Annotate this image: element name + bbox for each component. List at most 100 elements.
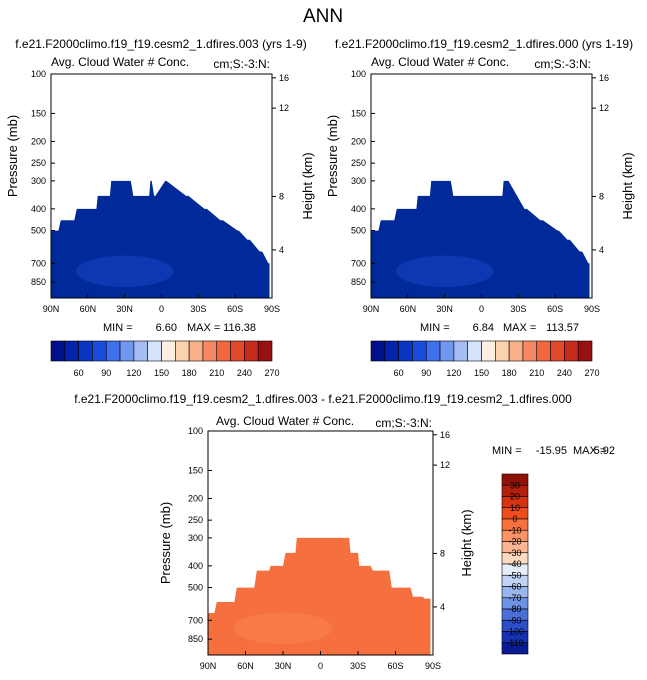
colorbar-label: 120 — [446, 368, 461, 378]
height-tick-label: 16 — [279, 73, 289, 83]
colorbar-label: -110 — [506, 638, 523, 648]
panel-title: f.e21.F2000climo.f19_f19.cesm2_1.dfires.… — [74, 392, 572, 406]
colorbar-label: 60 — [394, 368, 404, 378]
y-tick-label: 200 — [31, 136, 46, 146]
colorbar-label: 90 — [421, 368, 431, 378]
colorbar-label: 150 — [474, 368, 489, 378]
colorbar-label: 210 — [209, 368, 224, 378]
y-tick-label: 700 — [351, 258, 366, 268]
y-tick-label: 850 — [31, 277, 46, 287]
colorbar-label: -100 — [506, 627, 524, 637]
stat-max-value: 5.92 — [594, 445, 615, 457]
colorbar-swatch — [398, 340, 413, 362]
y-tick-label: 400 — [351, 204, 366, 214]
x-tick-label: 60N — [80, 304, 97, 314]
colorbar-swatch — [230, 340, 245, 362]
height-tick-label: 4 — [279, 245, 284, 255]
colorbar-swatch — [501, 642, 529, 655]
stat-min-value: -15.95 — [536, 445, 567, 457]
x-tick-label: 30S — [510, 304, 526, 314]
colorbar-swatch — [412, 340, 427, 362]
colorbar-swatch — [453, 340, 468, 362]
colorbar-swatch — [495, 340, 510, 362]
y-tick-label: 250 — [351, 158, 366, 168]
colorbar-label: 120 — [126, 368, 141, 378]
y-tick-label: 300 — [188, 533, 203, 543]
axes: 90N 60N 30N 0 30S 60S 90S 100 150 200 250 300 400 500… — [351, 69, 609, 314]
y-tick-label: 150 — [351, 108, 366, 118]
colorbar-swatch — [105, 340, 121, 362]
y-tick-label: 150 — [188, 465, 203, 475]
y-tick-label: 500 — [351, 226, 366, 236]
y-axis-label-right: Height (km) — [459, 509, 474, 576]
panel-title: f.e21.F2000climo.f19_f19.cesm2_1.dfires.… — [15, 37, 306, 51]
stat-max-label: MAX = — [187, 322, 220, 334]
colorbar-label: -70 — [508, 593, 521, 603]
height-tick-label: 12 — [599, 103, 609, 113]
colorbar-label: 180 — [182, 368, 197, 378]
colorbar-swatch — [577, 340, 593, 362]
y-axis-label-right: Height (km) — [300, 152, 315, 219]
colorbar: 60 90 120 150 180 210 240 270 — [50, 340, 280, 378]
y-tick-label: 100 — [351, 69, 366, 79]
x-tick-label: 90S — [584, 304, 600, 314]
colorbar-swatch — [119, 340, 135, 362]
y-tick-label: 700 — [31, 258, 46, 268]
colorbar-label: 240 — [237, 368, 252, 378]
field-feature — [396, 255, 494, 287]
colorbar-swatch — [384, 340, 399, 362]
colorbar-label: 150 — [154, 368, 169, 378]
y-tick-label: 700 — [188, 615, 203, 625]
colorbar: 60 90 120 150 180 210 240 270 — [370, 340, 600, 378]
colorbar-label: -60 — [508, 582, 521, 592]
panel-right: f.e21.F2000climo.f19_f19.cesm2_1.dfires.… — [325, 37, 635, 378]
colorbar-swatch — [257, 340, 273, 362]
colorbar-label: -50 — [508, 570, 521, 580]
colorbar-swatch — [147, 340, 162, 362]
x-tick-label: 90N — [200, 661, 217, 671]
x-tick-label: 90N — [363, 304, 380, 314]
height-tick-label: 12 — [440, 460, 450, 470]
stat-min-value: 6.60 — [156, 322, 177, 334]
field-feature — [233, 612, 333, 644]
field-feature — [76, 255, 174, 287]
y-tick-label: 150 — [31, 108, 46, 118]
data-field — [51, 180, 270, 298]
colorbar-swatch — [133, 340, 148, 362]
y-tick-label: 850 — [351, 277, 366, 287]
colorbar-label: -20 — [508, 537, 521, 547]
colorbar-label: 240 — [557, 368, 572, 378]
colorbar-swatch — [161, 340, 176, 362]
y-tick-label: 100 — [188, 426, 203, 436]
colorbar-swatch — [370, 340, 386, 362]
colorbar-swatch — [244, 340, 259, 362]
colorbar-label: -40 — [508, 559, 521, 569]
axes: 90N 60N 30N 0 30S 60S 90S 100 150 200 250 300 400 500… — [31, 69, 289, 314]
x-tick-label: 60S — [547, 304, 563, 314]
x-tick-label: 30N — [275, 661, 292, 671]
stat-min-label: MIN = — [103, 322, 133, 334]
colorbar-label: 90 — [101, 368, 111, 378]
colorbar-swatch — [467, 340, 482, 362]
stat-max-value: 116.38 — [223, 322, 256, 334]
colorbar-swatch — [425, 340, 441, 362]
colorbar-swatch — [175, 340, 190, 362]
panel-subtitle-right: cm;S:-3:N: — [375, 416, 432, 430]
panel-subtitle-right: cm;S:-3:N: — [534, 57, 591, 71]
x-tick-label: 60N — [237, 661, 254, 671]
data-field — [371, 180, 590, 298]
colorbar-swatch — [188, 340, 204, 362]
panel-left: f.e21.F2000climo.f19_f19.cesm2_1.dfires.… — [5, 37, 315, 378]
colorbar-swatch — [536, 340, 551, 362]
colorbar-label: 270 — [584, 368, 599, 378]
data-field — [208, 537, 431, 655]
panel-title: f.e21.F2000climo.f19_f19.cesm2_1.dfires.… — [335, 37, 633, 51]
y-tick-label: 400 — [31, 204, 46, 214]
x-tick-label: 0 — [159, 304, 164, 314]
y-tick-label: 500 — [188, 583, 203, 593]
stat-max-value: 113.57 — [546, 322, 579, 334]
stat-min-label: MIN = — [420, 322, 450, 334]
panel-difference: f.e21.F2000climo.f19_f19.cesm2_1.dfires.… — [74, 392, 615, 671]
